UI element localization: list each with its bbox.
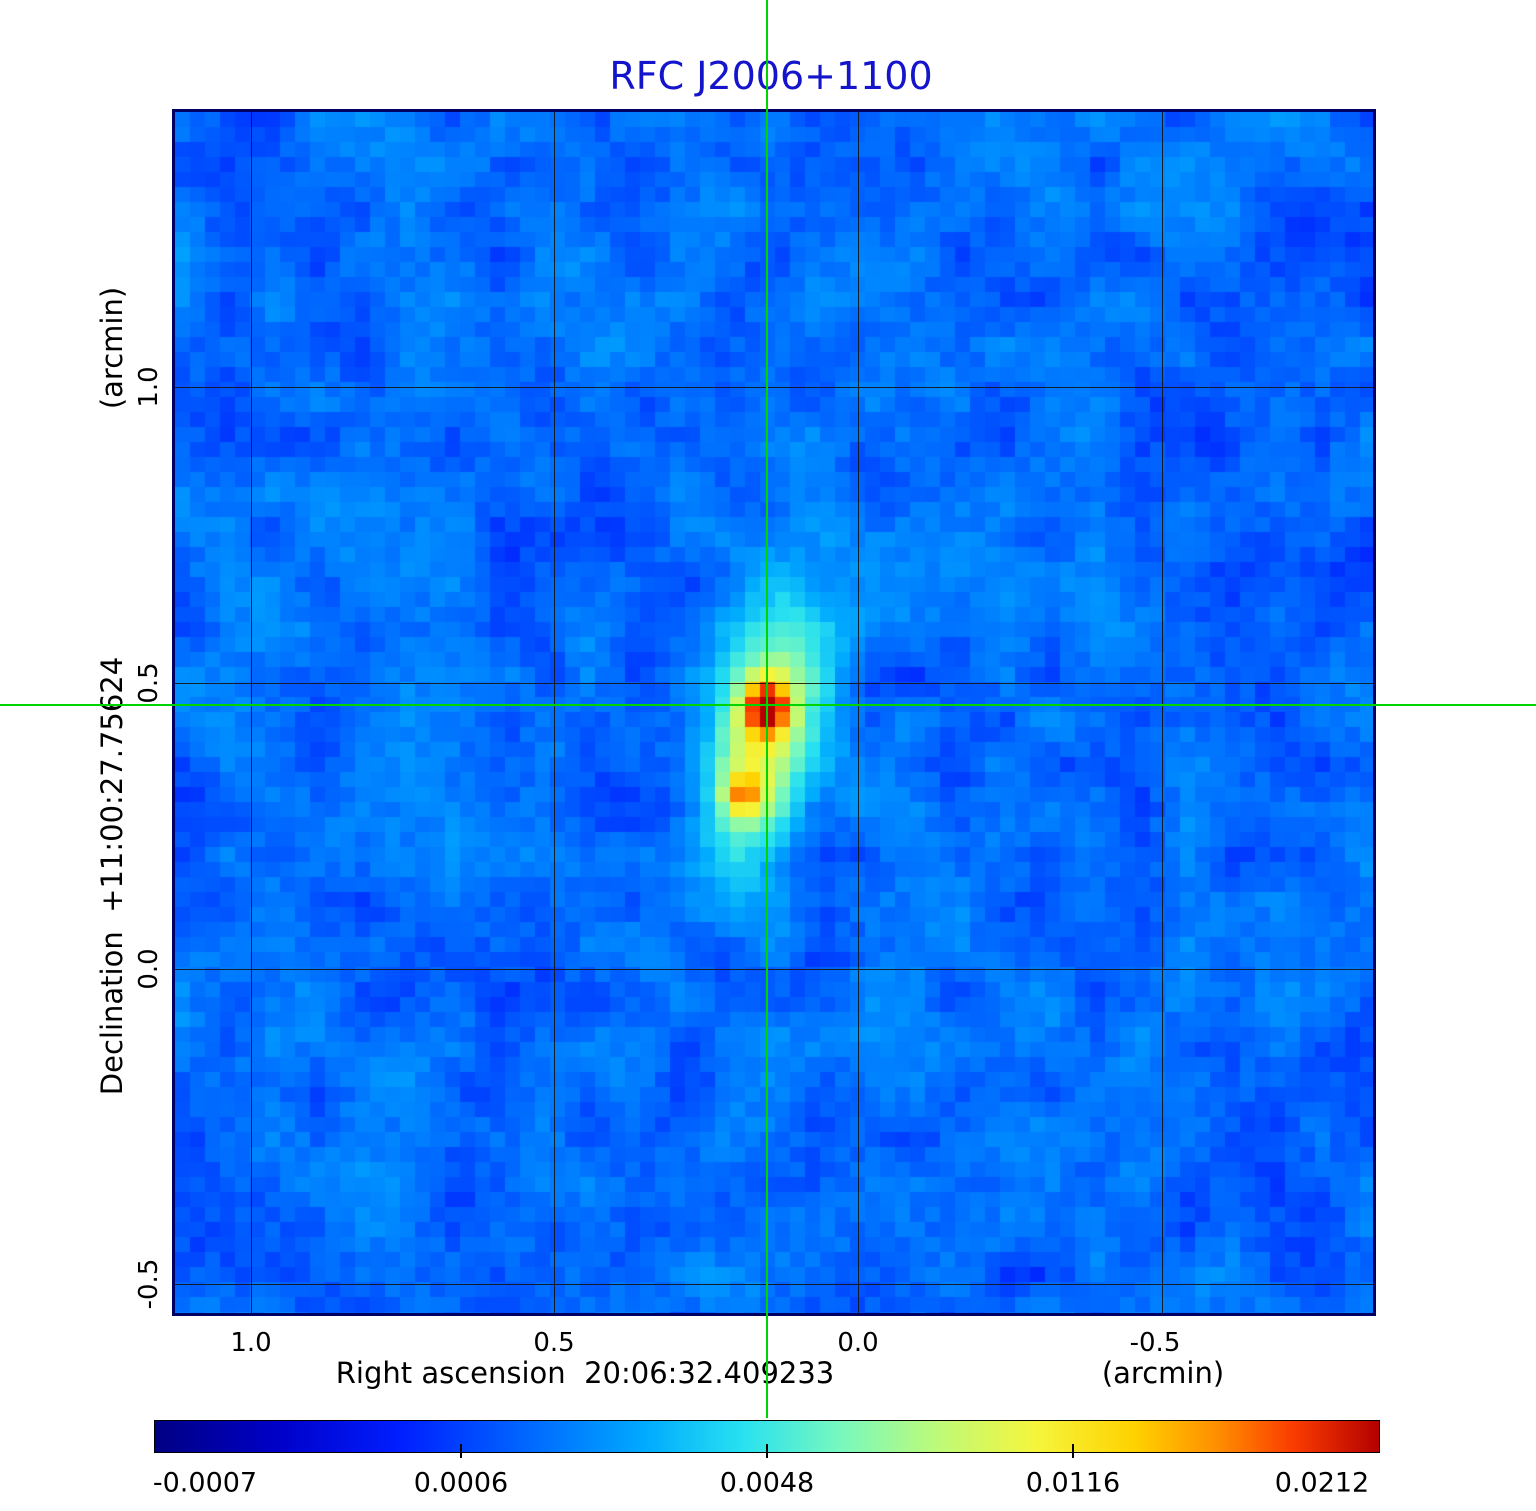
x-tick-label--0.5: -0.5	[1129, 1328, 1181, 1358]
x-axis-label: Right ascension 20:06:32.409233	[335, 1356, 835, 1390]
colorbar-label-1: 0.0006	[413, 1467, 509, 1499]
grid-line-vertical-3	[1162, 112, 1163, 1313]
plot-frame	[172, 109, 1376, 1316]
x-tick-label-0.0: 0.0	[837, 1328, 879, 1358]
grid-line-horizontal-2	[175, 969, 1373, 970]
grid-line-horizontal-1	[175, 683, 1373, 684]
colorbar-label-0: -0.0007	[152, 1467, 258, 1499]
grid-line-vertical-0	[251, 112, 252, 1313]
colorbar-label-2: 0.0048	[719, 1467, 815, 1499]
grid-line-vertical-1	[554, 112, 555, 1313]
colorbar-label-4: 0.0212	[1274, 1467, 1370, 1499]
y-tick-label--0.5: -0.5	[134, 1258, 164, 1310]
x-tick-label-0.5: 0.5	[533, 1328, 575, 1358]
y-tick-label-0.0: 0.0	[134, 948, 164, 990]
x-tick-label-1.0: 1.0	[230, 1328, 272, 1358]
crosshair-horizontal-line	[0, 704, 1536, 706]
grid-line-vertical-2	[858, 112, 859, 1313]
x-axis-unit-label: (arcmin)	[1101, 1356, 1225, 1390]
sky-image-plot	[172, 109, 1376, 1316]
y-axis-unit-label: (arcmin)	[95, 286, 129, 410]
colorbar-tick-2	[1072, 1444, 1074, 1458]
y-axis-label: Declination +11:00:27.75624	[95, 656, 129, 1096]
y-tick-label-0.5: 0.5	[134, 662, 164, 704]
colorbar-label-3: 0.0116	[1025, 1467, 1121, 1499]
y-tick-label-1.0: 1.0	[134, 366, 164, 408]
colorbar	[154, 1420, 1380, 1458]
colorbar-tick-1	[766, 1444, 768, 1458]
sky-image-canvas	[175, 112, 1373, 1313]
plot-title: RFC J2006+1100	[609, 54, 933, 98]
crosshair-vertical-line	[766, 0, 768, 1418]
grid-line-horizontal-0	[175, 387, 1373, 388]
colorbar-tick-0	[460, 1444, 462, 1458]
grid-line-horizontal-3	[175, 1284, 1373, 1285]
